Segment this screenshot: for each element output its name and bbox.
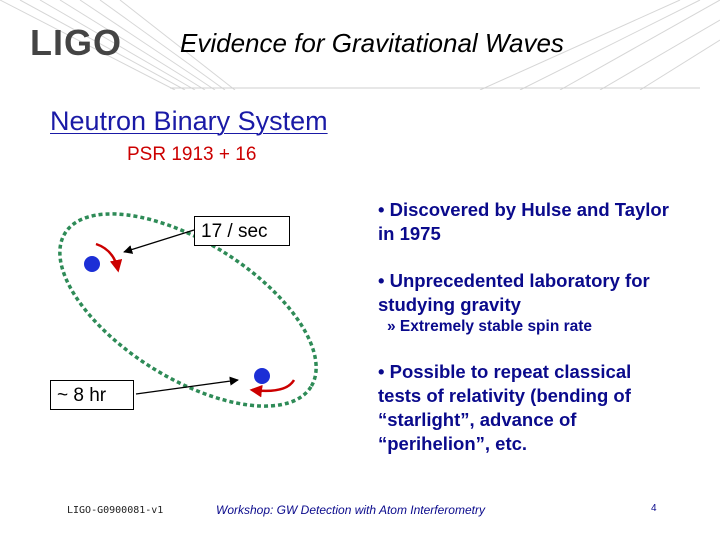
slide-title: Evidence for Gravitational Waves	[180, 28, 564, 58]
orbital-period-label: ~ 8 hr	[50, 380, 134, 410]
rate-pointer-arrow	[123, 229, 195, 254]
sub-bullet-spin-rate: » Extremely stable spin rate	[387, 318, 593, 335]
companion-star	[254, 368, 270, 384]
bullet-discovered: • Discovered by Hulse and Taylor in 1975	[378, 199, 669, 244]
footer-workshop: Workshop: GW Detection with Atom Interfe…	[216, 503, 485, 517]
period-pointer-arrow	[135, 376, 239, 395]
header-decoration	[0, 0, 720, 90]
section-heading: Neutron Binary System	[50, 106, 328, 136]
pulse-rate-label: 17 / sec	[194, 216, 290, 246]
bullet-laboratory: • Unprecedented laboratory for studying …	[378, 270, 650, 315]
pulsar-name: PSR 1913 + 16	[127, 144, 257, 165]
footer-doc-id: LIGO-G0900081-v1	[67, 505, 164, 516]
ligo-logo: LIGO	[30, 22, 122, 63]
bullet-relativity-tests: • Possible to repeat classical tests of …	[378, 361, 632, 454]
pulsar-star	[84, 256, 100, 272]
pulsar-spin-arrow	[95, 242, 123, 273]
companion-spin-arrow	[249, 379, 296, 398]
page-number: 4	[651, 503, 657, 514]
